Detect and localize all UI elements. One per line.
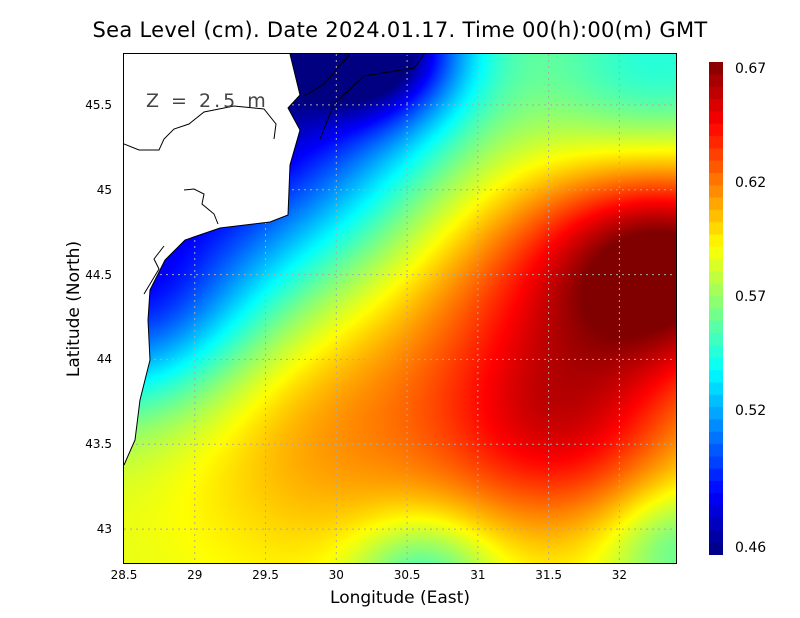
- colorbar: [709, 62, 723, 555]
- y-tick-label: 45.5: [85, 97, 112, 112]
- colorbar-tick-label: 0.67: [735, 61, 767, 77]
- x-tick-label: 31.5: [535, 568, 562, 582]
- x-tick-label: 29: [187, 568, 203, 582]
- y-tick-label: 45: [96, 182, 112, 197]
- coastline-inland: [124, 105, 277, 295]
- land-mask: [124, 54, 300, 465]
- x-tick-label: 31: [470, 568, 486, 582]
- x-tick-label: 28.5: [110, 568, 138, 582]
- depth-annotation: Z = 2.5 m: [146, 90, 269, 112]
- colorbar-tick-label: 0.46: [735, 540, 767, 556]
- y-tick-label: 44: [96, 352, 112, 367]
- y-tick-label: 43.5: [85, 437, 112, 452]
- map-overlay: [124, 54, 676, 563]
- colorbar-tick-label: 0.57: [735, 289, 767, 306]
- x-axis-label: Longitude (East): [330, 588, 470, 608]
- colorbar-tick-label: 0.52: [735, 403, 767, 420]
- y-tick-label: 44.5: [85, 267, 112, 282]
- x-tick-label: 32: [611, 568, 628, 582]
- chart-title: Sea Level (cm). Date 2024.01.17. Time 00…: [92, 18, 708, 42]
- y-axis-label: Latitude (North): [64, 240, 84, 378]
- colorbar-tick-label: 0.62: [735, 175, 767, 192]
- y-tick-label: 43: [96, 522, 112, 537]
- plot-area: [124, 54, 676, 563]
- x-tick-label: 30.5: [393, 568, 421, 582]
- coastline-north: [303, 54, 425, 140]
- x-tick-label: 29.5: [252, 568, 279, 582]
- coastline: [124, 54, 301, 466]
- x-tick-label: 30: [328, 568, 344, 582]
